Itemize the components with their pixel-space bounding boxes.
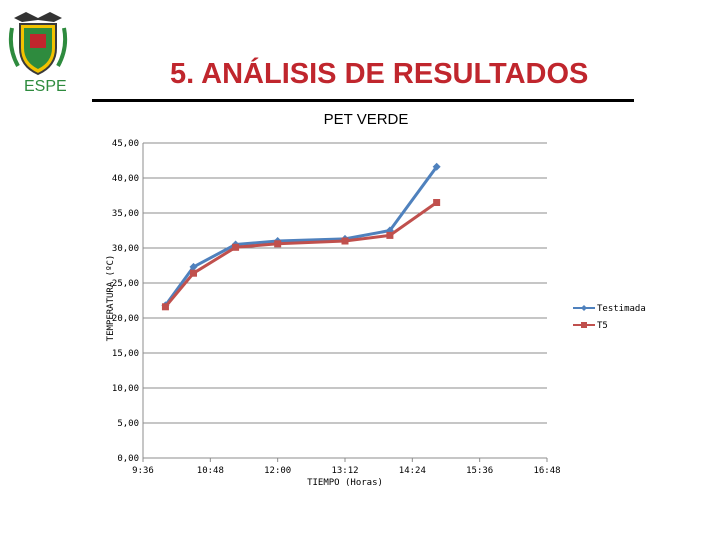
y-tick-label: 35,00 (112, 209, 139, 219)
series-line-testimada (164, 165, 438, 307)
y-tick-label: 10,00 (112, 384, 139, 394)
x-tick-label: 15:36 (466, 466, 493, 476)
y-tick-label: 20,00 (112, 314, 139, 324)
data-point-t5 (386, 231, 394, 239)
espe-crest-logo (8, 12, 68, 76)
legend-marker (581, 322, 587, 328)
x-tick-label: 14:24 (399, 466, 426, 476)
x-axis-label: TIEMPO (Horas) (307, 478, 383, 488)
data-point-t5 (232, 243, 240, 251)
legend-marker (581, 305, 587, 311)
y-tick-label: 30,00 (112, 244, 139, 254)
eagle-icon (14, 12, 62, 22)
x-tick-label: 12:00 (264, 466, 291, 476)
y-tick-label: 25,00 (112, 279, 139, 289)
series-line-t5 (164, 201, 438, 308)
y-tick-label: 45,00 (112, 139, 139, 149)
y-tick-label: 0,00 (117, 454, 139, 464)
x-tick-label: 13:12 (331, 466, 358, 476)
title-divider (92, 99, 634, 102)
data-point-t5 (161, 303, 169, 311)
legend-label-t5: T5 (597, 321, 608, 331)
x-tick-label: 9:36 (132, 466, 154, 476)
data-point-testimada (189, 262, 198, 271)
data-point-t5 (274, 240, 282, 248)
y-axis-label: TEMPERATURA (ºC) (106, 255, 116, 342)
y-tick-label: 15,00 (112, 349, 139, 359)
x-tick-label: 16:48 (533, 466, 560, 476)
data-point-t5 (341, 237, 349, 245)
y-tick-label: 40,00 (112, 174, 139, 184)
y-tick-label: 5,00 (117, 419, 139, 429)
x-tick-label: 10:48 (197, 466, 224, 476)
logo-text: ESPE (24, 78, 67, 95)
page-title: 5. ANÁLISIS DE RESULTADOS (170, 58, 589, 90)
legend-label-testimada: Testimada (597, 304, 646, 314)
chart-title: PET VERDE (324, 111, 409, 128)
data-point-testimada (432, 162, 441, 171)
data-point-t5 (190, 269, 197, 277)
data-point-t5 (433, 199, 441, 206)
